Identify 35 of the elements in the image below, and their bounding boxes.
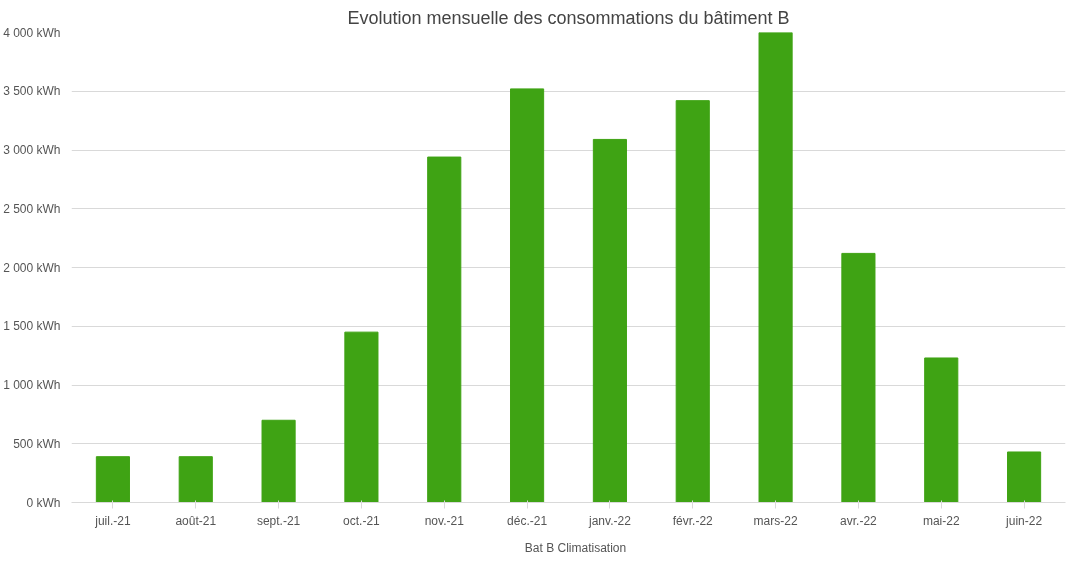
y-tick-label: 3 500 kWh xyxy=(3,84,61,99)
y-tick-label: 500 kWh xyxy=(13,436,61,451)
bar xyxy=(178,456,213,503)
bar xyxy=(1007,451,1042,503)
y-tick-label: 2 000 kWh xyxy=(3,260,61,275)
bar xyxy=(261,419,296,503)
x-tick-label: oct.-21 xyxy=(343,513,381,528)
x-tick-label: nov.-21 xyxy=(424,513,465,528)
y-tick-label: 1 000 kWh xyxy=(3,378,61,392)
x-tick-label: août-21 xyxy=(175,513,217,528)
x-tick-label: janv.-22 xyxy=(588,513,632,528)
x-tick-label: juin-22 xyxy=(1005,513,1043,528)
chart-title: Evolution mensuelle des consommations du bâtiment B xyxy=(347,7,790,28)
bar xyxy=(592,138,627,503)
x-tick-label: mai-22 xyxy=(922,513,960,528)
bar xyxy=(344,331,379,503)
bar xyxy=(95,456,130,503)
bar xyxy=(510,88,545,503)
x-tick-label: juil.-21 xyxy=(94,513,131,528)
x-tick-label: sept.-21 xyxy=(256,513,301,528)
bar xyxy=(758,32,793,503)
y-tick-label: 3 000 kWh xyxy=(3,143,61,157)
bar xyxy=(675,100,710,503)
text: Bat B Climatisation xyxy=(524,541,627,555)
y-tick-label: 1 500 kWh xyxy=(3,319,61,334)
bar xyxy=(841,252,876,503)
bar xyxy=(427,156,462,503)
x-tick-label: mars-22 xyxy=(753,513,798,528)
x-tick-label: avr.-22 xyxy=(840,513,878,528)
y-tick-label: 2 500 kWh xyxy=(3,201,61,216)
bar xyxy=(924,357,959,503)
y-tick-label: 4 000 kWh xyxy=(3,25,61,40)
x-tick-label: déc.-21 xyxy=(507,513,548,528)
y-tick-label: 0 kWh xyxy=(26,495,61,510)
x-tick-label: févr.-22 xyxy=(672,513,714,528)
